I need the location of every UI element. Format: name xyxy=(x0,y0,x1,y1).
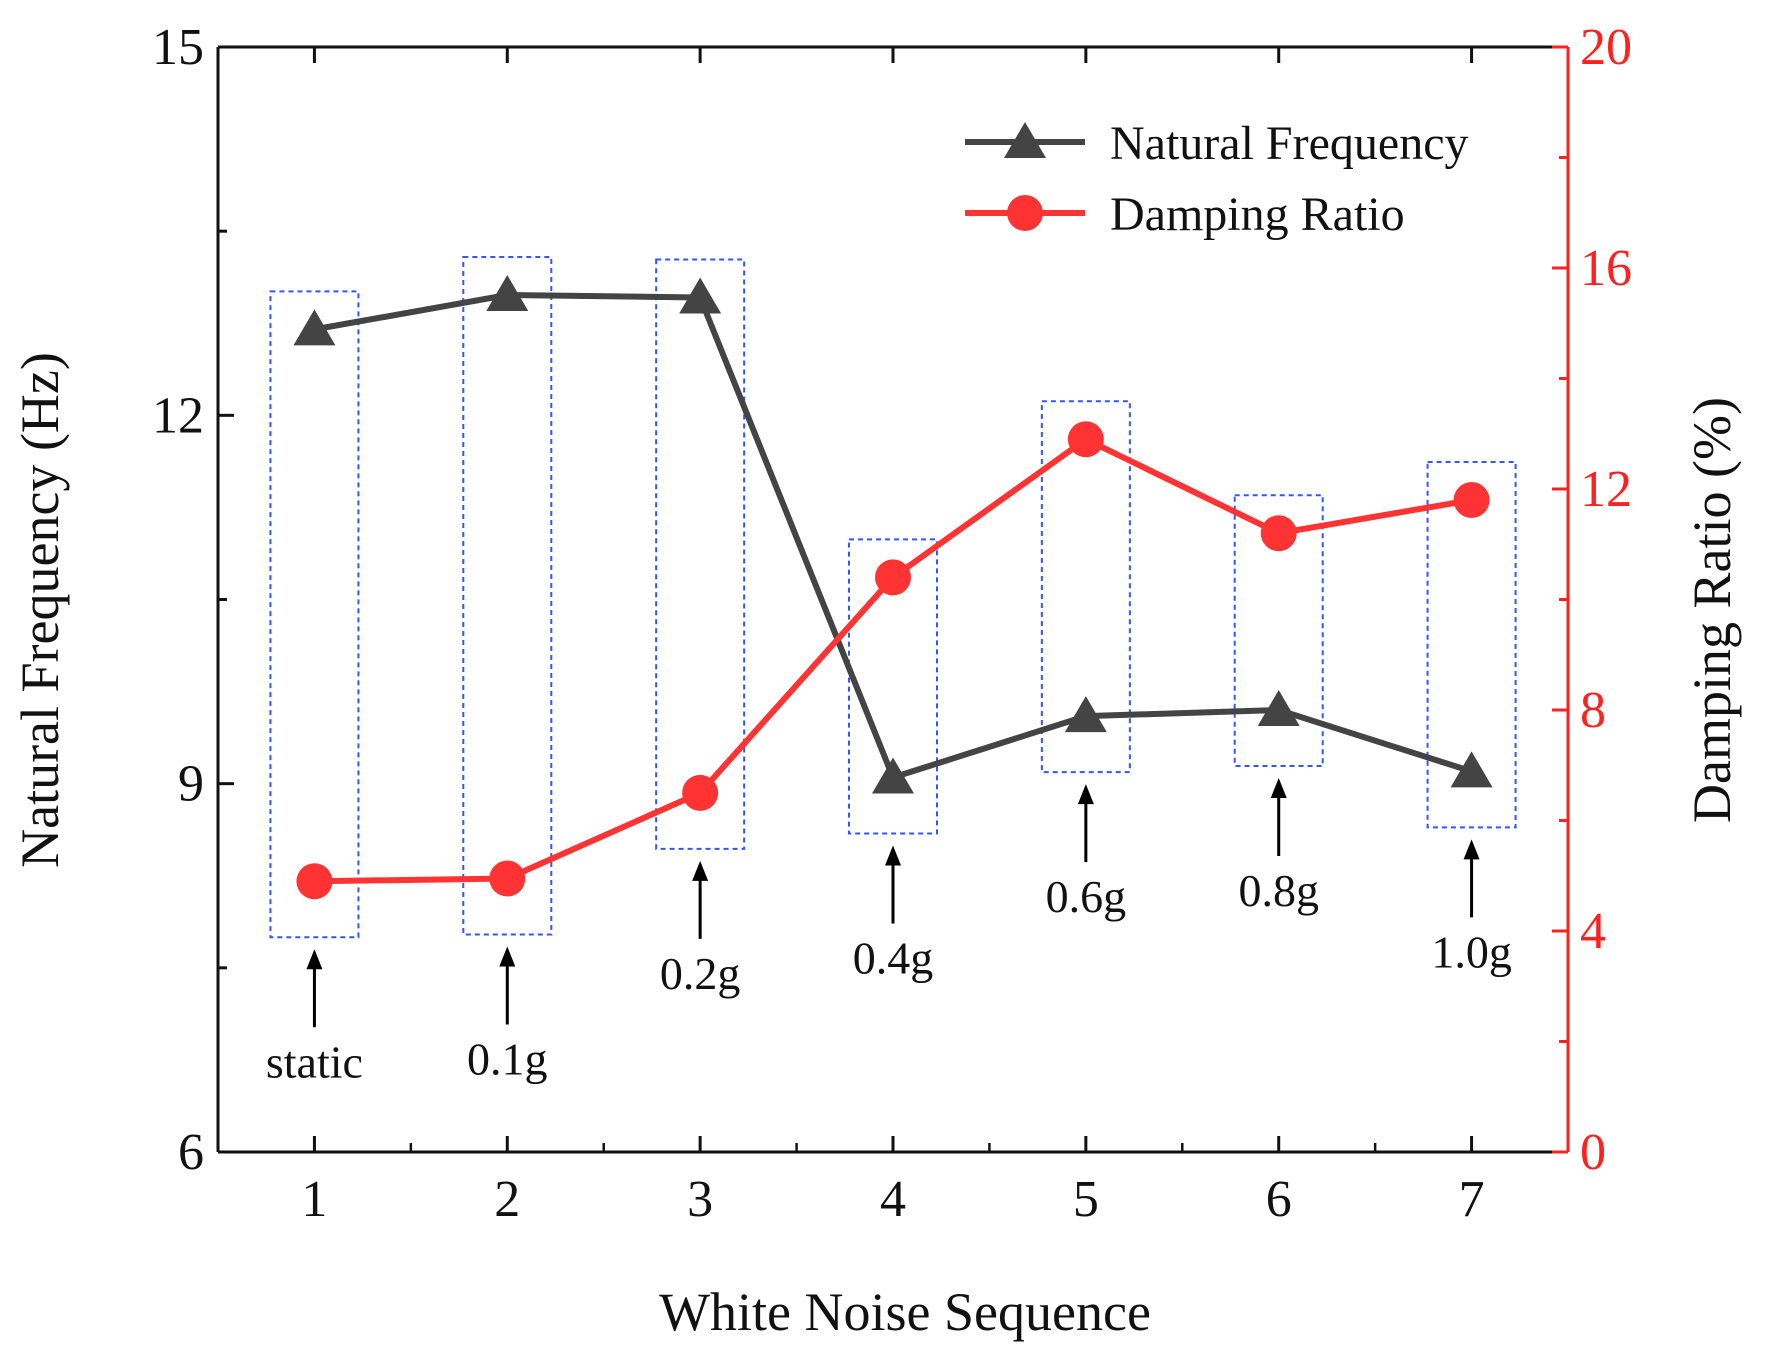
left-tick-label: 6 xyxy=(178,1124,204,1181)
natural-frequency-point xyxy=(1257,690,1300,726)
legend: Natural Frequency Damping Ratio xyxy=(965,117,1469,241)
annotation-label: 0.1g xyxy=(467,1034,548,1085)
right-tick-label: 12 xyxy=(1580,461,1632,518)
highlight-box xyxy=(1426,461,1517,829)
series-layer xyxy=(293,275,1493,900)
natural-frequency-point xyxy=(486,275,529,312)
annotation-label: static xyxy=(266,1036,363,1087)
damping-ratio-point xyxy=(1453,482,1490,519)
annotation-label: 0.4g xyxy=(853,933,934,984)
left-tick-label: 9 xyxy=(178,756,204,813)
damping-ratio-point xyxy=(296,863,333,900)
x-tick-label: 2 xyxy=(494,1171,520,1228)
annotation-arrowhead xyxy=(306,949,323,970)
annotation-arrowhead xyxy=(1270,778,1287,798)
legend-marker-circle xyxy=(1007,195,1043,231)
highlight-box xyxy=(1040,400,1131,774)
highlight-box xyxy=(655,258,746,850)
annotation-arrowhead xyxy=(1077,784,1094,805)
damping-ratio-point xyxy=(1067,421,1104,458)
x-tick-label: 3 xyxy=(687,1171,713,1228)
annotation-arrows: static 0.1g 0.2g 0.4g 0.6g 0.8g 1.0g xyxy=(266,778,1512,1087)
damping-ratio-point xyxy=(1260,515,1297,552)
damping-ratio-point xyxy=(875,559,911,596)
annotation-label: 0.8g xyxy=(1238,865,1319,916)
x-tick-label: 5 xyxy=(1073,1171,1099,1228)
right-tick-label: 16 xyxy=(1580,240,1632,297)
x-tick-label: 4 xyxy=(880,1171,906,1228)
damping-ratio-line xyxy=(314,436,1473,885)
x-tick-label: 7 xyxy=(1459,1171,1485,1228)
annotation-label: 0.2g xyxy=(660,948,741,999)
x-axis-title: White Noise Sequence xyxy=(659,1282,1151,1342)
natural-frequency-line xyxy=(313,292,1473,781)
damping-ratio-point xyxy=(682,774,719,811)
damping-ratio-point xyxy=(489,860,526,897)
highlight-box xyxy=(848,538,938,835)
annotation-arrowhead xyxy=(885,845,901,866)
annotation-arrowhead xyxy=(499,946,516,967)
x-tick-label: 6 xyxy=(1266,1171,1292,1228)
annotation-label: 0.6g xyxy=(1046,871,1127,922)
right-tick-label: 8 xyxy=(1580,682,1606,739)
natural-frequency-point xyxy=(293,309,336,346)
natural-frequency-point xyxy=(872,757,914,794)
annotation-arrowhead xyxy=(1463,839,1480,860)
right-tick-label: 20 xyxy=(1580,19,1632,76)
legend-label: Natural Frequency xyxy=(1110,117,1469,170)
highlight-box xyxy=(269,290,360,939)
annotation-arrowhead xyxy=(692,860,709,881)
annotation-label: 1.0g xyxy=(1431,926,1512,977)
natural-frequency-point xyxy=(679,277,722,314)
natural-frequency-point xyxy=(1450,751,1493,788)
y-axis-title-right: Damping Ratio (%) xyxy=(1682,397,1742,823)
natural-frequency-point xyxy=(1064,696,1107,733)
right-tick-label: 4 xyxy=(1580,903,1606,960)
highlight-box xyxy=(462,256,553,936)
legend-label: Damping Ratio xyxy=(1110,188,1405,241)
left-tick-label: 15 xyxy=(152,19,204,76)
legend-marker-triangle xyxy=(1004,122,1046,158)
right-tick-label: 0 xyxy=(1580,1124,1606,1181)
highlight-boxes xyxy=(269,256,1517,939)
x-tick-label: 1 xyxy=(301,1171,327,1228)
y-axis-title-left: Natural Frequency (Hz) xyxy=(10,352,70,868)
left-tick-label: 12 xyxy=(152,387,204,444)
